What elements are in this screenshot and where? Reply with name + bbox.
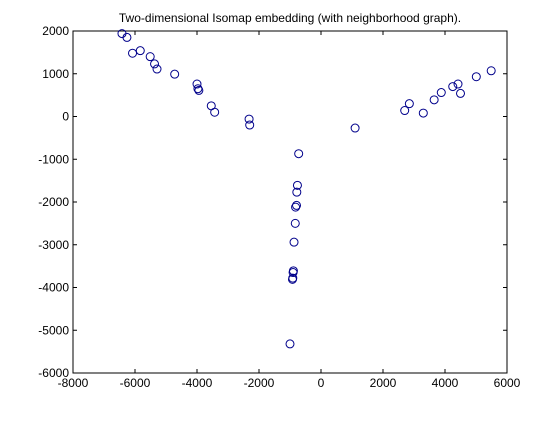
data-point [287, 274, 297, 284]
data-point [150, 59, 160, 69]
data-point [471, 72, 481, 82]
data-point [288, 268, 298, 278]
plot-area-frame [72, 30, 508, 374]
y-tick-label: -2000 [38, 195, 69, 209]
x-tick-label: 6000 [494, 376, 521, 390]
x-tick-label: 4000 [432, 376, 459, 390]
data-point [418, 108, 428, 118]
y-tick-label: 1000 [42, 67, 69, 81]
data-point [285, 339, 295, 349]
data-point [456, 88, 465, 98]
data-point [210, 107, 220, 117]
data-point [170, 69, 180, 79]
data-point [404, 99, 414, 109]
data-point [245, 120, 255, 130]
data-point [292, 200, 302, 210]
data-point [429, 95, 439, 105]
data-point [436, 88, 446, 98]
y-tick-label: -5000 [38, 323, 69, 337]
data-point [193, 84, 203, 94]
y-axis: -6000 -5000 -4000 -3000 -2000 -1000 0 1000 2000 [38, 24, 507, 380]
y-tick-label: -6000 [38, 366, 69, 380]
chart-title: Two-dimensional Isomap embedding (with n… [119, 11, 461, 25]
data-point [194, 85, 204, 95]
x-tick-label: -8000 [58, 376, 89, 390]
y-tick-label: 0 [62, 110, 69, 124]
data-point [400, 106, 410, 116]
data-points [117, 29, 496, 349]
data-point [291, 202, 301, 212]
x-tick-label: -2000 [244, 376, 275, 390]
x-tick-label: 2000 [370, 376, 397, 390]
data-point [128, 48, 138, 58]
data-point [135, 46, 145, 56]
data-point [448, 82, 458, 92]
data-point [290, 218, 300, 228]
x-axis: -8000 -6000 -4000 -2000 0 2000 4000 6000 [58, 31, 521, 390]
data-point [192, 79, 202, 89]
data-point [294, 149, 304, 159]
x-tick-label: 0 [318, 376, 325, 390]
y-tick-label: 2000 [42, 24, 69, 38]
data-point [145, 52, 155, 62]
x-tick-label: -6000 [120, 376, 151, 390]
y-tick-label: -3000 [38, 238, 69, 252]
data-point [122, 32, 132, 42]
y-tick-label: -4000 [38, 281, 69, 295]
data-point [486, 66, 496, 76]
x-tick-label: -4000 [182, 376, 213, 390]
data-point [292, 180, 302, 190]
data-point [289, 237, 299, 247]
y-tick-label: -1000 [38, 152, 69, 166]
data-point [292, 187, 302, 197]
data-point [244, 114, 254, 124]
data-point [350, 123, 360, 133]
data-point [453, 79, 463, 89]
data-point [152, 64, 162, 74]
